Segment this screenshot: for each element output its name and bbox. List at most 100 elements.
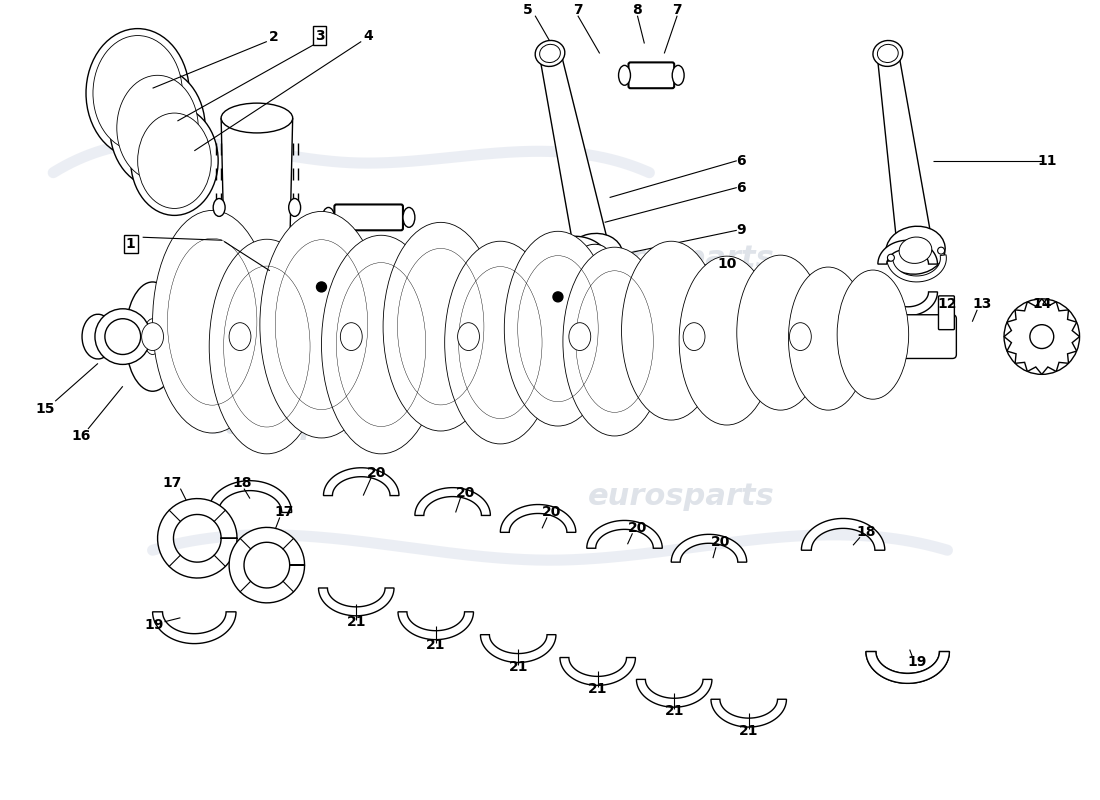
- Text: 6: 6: [736, 154, 746, 168]
- Text: 10: 10: [717, 257, 737, 271]
- FancyBboxPatch shape: [899, 314, 956, 358]
- Polygon shape: [711, 699, 786, 727]
- Ellipse shape: [878, 44, 899, 62]
- Ellipse shape: [110, 68, 206, 187]
- FancyBboxPatch shape: [334, 205, 403, 230]
- Ellipse shape: [153, 210, 272, 433]
- Circle shape: [95, 309, 151, 365]
- Ellipse shape: [564, 234, 623, 282]
- Ellipse shape: [340, 322, 362, 350]
- Ellipse shape: [672, 66, 684, 86]
- Ellipse shape: [94, 35, 183, 151]
- Text: 14: 14: [1032, 297, 1052, 311]
- Ellipse shape: [569, 322, 591, 350]
- Ellipse shape: [563, 247, 667, 436]
- Ellipse shape: [213, 198, 226, 216]
- Ellipse shape: [888, 254, 894, 261]
- Text: 18: 18: [856, 526, 876, 539]
- Ellipse shape: [229, 322, 251, 350]
- Polygon shape: [398, 612, 473, 640]
- Ellipse shape: [142, 322, 164, 350]
- Circle shape: [1004, 299, 1079, 374]
- Polygon shape: [153, 612, 236, 643]
- Polygon shape: [671, 534, 747, 562]
- Text: 13: 13: [972, 297, 992, 311]
- Text: 21: 21: [346, 614, 366, 629]
- Text: 19: 19: [908, 654, 927, 669]
- Text: 4: 4: [363, 29, 373, 42]
- Ellipse shape: [616, 253, 623, 260]
- Polygon shape: [229, 527, 305, 603]
- Text: 20: 20: [542, 506, 562, 519]
- Ellipse shape: [403, 207, 415, 227]
- Text: 17: 17: [163, 476, 183, 490]
- Text: 9: 9: [736, 223, 746, 238]
- Ellipse shape: [937, 247, 945, 254]
- Ellipse shape: [383, 222, 498, 431]
- Text: eurosparts: eurosparts: [587, 482, 774, 511]
- Ellipse shape: [138, 113, 211, 209]
- Polygon shape: [887, 254, 946, 282]
- Text: 21: 21: [587, 682, 607, 696]
- Ellipse shape: [683, 322, 705, 350]
- Polygon shape: [878, 292, 937, 316]
- Polygon shape: [157, 498, 236, 578]
- Text: 21: 21: [739, 724, 759, 738]
- Ellipse shape: [621, 242, 720, 420]
- Ellipse shape: [117, 75, 198, 181]
- Ellipse shape: [321, 235, 441, 454]
- Polygon shape: [878, 240, 937, 264]
- Polygon shape: [500, 505, 575, 532]
- Text: 21: 21: [664, 704, 684, 718]
- Ellipse shape: [504, 231, 612, 426]
- Text: 20: 20: [455, 486, 475, 499]
- Polygon shape: [1004, 299, 1079, 374]
- Text: 20: 20: [366, 466, 386, 480]
- Polygon shape: [586, 521, 662, 548]
- Ellipse shape: [86, 29, 189, 158]
- Ellipse shape: [679, 256, 774, 425]
- Circle shape: [317, 282, 327, 292]
- Text: 18: 18: [232, 476, 252, 490]
- Ellipse shape: [540, 44, 560, 62]
- Polygon shape: [565, 260, 625, 289]
- Ellipse shape: [578, 244, 609, 271]
- Ellipse shape: [565, 263, 573, 270]
- Polygon shape: [540, 294, 609, 322]
- Polygon shape: [540, 236, 609, 264]
- Text: eurosparts: eurosparts: [206, 410, 392, 439]
- Ellipse shape: [837, 270, 909, 399]
- Text: 6: 6: [736, 181, 746, 194]
- Ellipse shape: [144, 318, 162, 354]
- Text: 1: 1: [125, 238, 135, 251]
- Ellipse shape: [288, 198, 300, 216]
- Ellipse shape: [260, 211, 383, 438]
- Text: 15: 15: [35, 402, 55, 416]
- Ellipse shape: [873, 41, 903, 66]
- Ellipse shape: [899, 237, 932, 263]
- Text: 20: 20: [628, 522, 647, 535]
- Polygon shape: [560, 658, 636, 686]
- Text: eurosparts: eurosparts: [587, 244, 774, 273]
- Text: 7: 7: [573, 2, 583, 17]
- Ellipse shape: [221, 103, 293, 133]
- Text: 11: 11: [1037, 154, 1056, 168]
- FancyBboxPatch shape: [938, 296, 955, 330]
- Polygon shape: [415, 488, 491, 515]
- Text: 19: 19: [145, 618, 164, 632]
- Polygon shape: [866, 651, 949, 683]
- Ellipse shape: [209, 239, 324, 454]
- Ellipse shape: [322, 207, 334, 227]
- Ellipse shape: [618, 66, 630, 86]
- Circle shape: [104, 318, 141, 354]
- Ellipse shape: [737, 255, 824, 410]
- Ellipse shape: [125, 282, 180, 391]
- Polygon shape: [319, 588, 394, 616]
- Text: 12: 12: [937, 297, 957, 311]
- Circle shape: [1030, 325, 1054, 349]
- Polygon shape: [877, 52, 933, 253]
- Polygon shape: [637, 679, 712, 707]
- Polygon shape: [208, 481, 292, 513]
- Polygon shape: [221, 118, 293, 277]
- Polygon shape: [539, 51, 610, 262]
